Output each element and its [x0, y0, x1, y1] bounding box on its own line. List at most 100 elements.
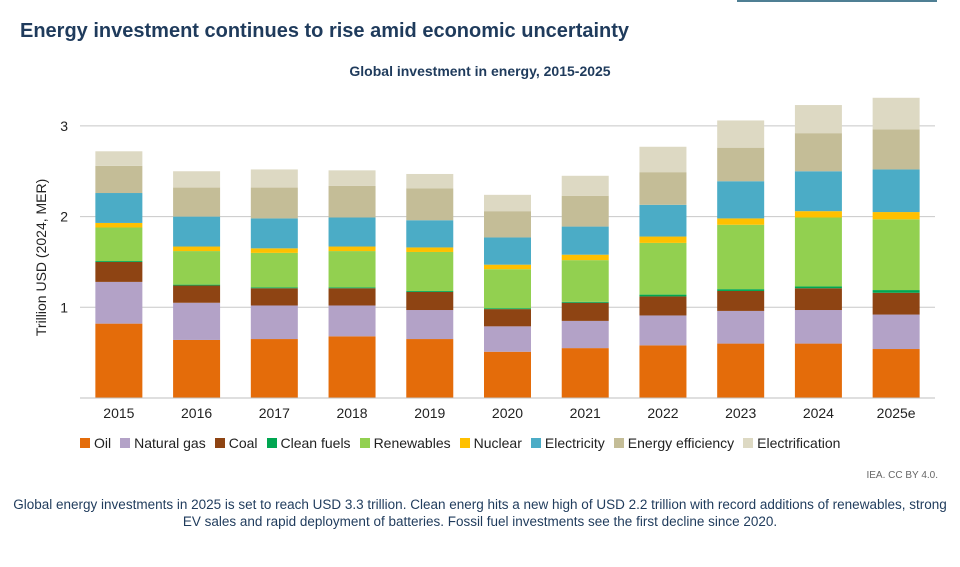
bar-segment-oil [484, 351, 531, 398]
legend-swatch [266, 438, 277, 448]
legend-swatch [120, 438, 131, 448]
bar-segment-electricity [717, 181, 765, 219]
bar-segment-renewables [95, 227, 143, 262]
bar-segment-renewables [250, 252, 298, 288]
bar-segment-oil [328, 336, 376, 398]
bar-segment-nuclear [95, 222, 143, 228]
bar-segment-coal [173, 285, 221, 303]
legend-item: Coal [214, 435, 258, 451]
bar-segment-coal [484, 309, 531, 327]
bar-segment-electrification [484, 194, 531, 212]
bar-segment-coal [794, 288, 842, 311]
y-tick-label: 2 [60, 209, 68, 225]
bar-segment-coal [406, 291, 454, 311]
x-tick-label: 2020 [492, 405, 523, 421]
bar-segment-natural-gas [561, 320, 609, 349]
legend-swatch [214, 438, 225, 448]
bar-segment-electricity [484, 237, 531, 265]
bar-segment-nuclear [250, 248, 298, 253]
bar-segment-electrification [173, 171, 221, 188]
legend-swatch [613, 438, 624, 448]
bar-segment-renewables [484, 269, 531, 309]
legend-item: Oil [80, 435, 111, 451]
x-tick-label: 2018 [336, 405, 367, 421]
bar-segment-natural-gas [406, 310, 454, 340]
legend-label: Oil [94, 435, 112, 451]
y-tick-label: 3 [60, 118, 68, 134]
bar-segment-clean-fuels [406, 290, 454, 292]
bar-segment-electricity [639, 204, 687, 237]
legend-label: Energy efficiency [627, 435, 735, 451]
bar-segment-energy-efficiency [406, 188, 454, 221]
bar-segment-clean-fuels [872, 290, 920, 293]
bar-segment-electricity [328, 217, 376, 247]
credit-label: IEA. CC BY 4.0. [866, 470, 938, 481]
bar-segment-nuclear [484, 264, 531, 270]
bar-segment-electricity [95, 193, 143, 223]
x-tick-label: 2016 [181, 405, 212, 421]
legend-item: Nuclear [459, 435, 522, 451]
bar-segment-natural-gas [484, 326, 531, 352]
page-title: Energy investment continues to rise amid… [20, 20, 630, 42]
bar-segment-energy-efficiency [484, 211, 531, 238]
bar-segment-renewables [173, 251, 221, 285]
bar-segment-oil [406, 339, 454, 398]
x-tick-label: 2023 [725, 405, 756, 421]
bar-segment-electricity [250, 218, 298, 249]
bar-segment-coal [95, 261, 143, 282]
bar-segment-coal [639, 296, 687, 316]
bar-segment-electrification [561, 175, 609, 196]
bar-segment-oil [872, 349, 920, 398]
bar-segment-natural-gas [717, 310, 765, 344]
bar-segment-clean-fuels [95, 261, 143, 262]
bar-segment-nuclear [794, 211, 842, 218]
bar-segment-oil [95, 323, 143, 398]
x-tick-label: 2022 [647, 405, 678, 421]
x-tick-label: 2021 [570, 405, 601, 421]
bar-segment-clean-fuels [250, 287, 298, 289]
bar-segment-nuclear [328, 246, 376, 252]
legend-item: Clean fuels [266, 435, 351, 451]
chart-title: Global investment in energy, 2015-2025 [349, 63, 611, 79]
bar-segment-natural-gas [872, 314, 920, 350]
bar-segment-electricity [406, 220, 454, 248]
legend-swatch [459, 438, 470, 448]
legend-label: Clean fuels [280, 435, 351, 451]
bar-segment-nuclear [561, 254, 609, 261]
bar-segment-nuclear [639, 236, 687, 243]
bar-segment-coal [872, 292, 920, 315]
bar-segment-clean-fuels [484, 308, 531, 310]
stacked-bar-chart: 1 2 3 Trillion USD (2024, MER) 2015 2016 2017 2… [33, 97, 935, 421]
bar-segment-natural-gas [173, 302, 221, 340]
bar-segment-energy-efficiency [794, 133, 842, 172]
bar-segment-natural-gas [95, 281, 143, 324]
bar-segment-electricity [173, 216, 221, 247]
bar-segment-nuclear [406, 247, 454, 252]
bar-segment-coal [717, 290, 765, 311]
bar-segment-energy-efficiency [95, 165, 143, 194]
bar-segment-clean-fuels [794, 286, 842, 289]
legend-swatch [530, 438, 541, 448]
bar-segment-electrification [406, 173, 454, 189]
legend-label: Electrification [757, 435, 841, 451]
footnote: Global energy investments in 2025 is set… [13, 497, 947, 529]
bar-segment-electricity [872, 169, 920, 213]
legend-item: Natural gas [120, 435, 206, 451]
bar-segment-renewables [328, 251, 376, 288]
bar-segment-renewables [406, 251, 454, 291]
bar-segment-natural-gas [794, 310, 842, 344]
bar-segment-energy-efficiency [717, 147, 765, 182]
y-tick-label: 1 [60, 299, 68, 315]
bar-segment-oil [639, 345, 687, 398]
bar-segment-energy-efficiency [872, 129, 920, 170]
bar-segment-natural-gas [250, 305, 298, 340]
y-axis-title: Trillion USD (2024, MER) [33, 179, 49, 336]
bar-segment-oil [561, 348, 609, 398]
bar-segment-electrification [872, 97, 920, 130]
bar-segment-energy-efficiency [250, 187, 298, 219]
bar-segment-coal [561, 302, 609, 321]
bar-segment-oil [173, 339, 221, 398]
bar-segment-energy-efficiency [561, 195, 609, 227]
bar-segment-natural-gas [328, 305, 376, 337]
legend-swatch [80, 438, 90, 448]
